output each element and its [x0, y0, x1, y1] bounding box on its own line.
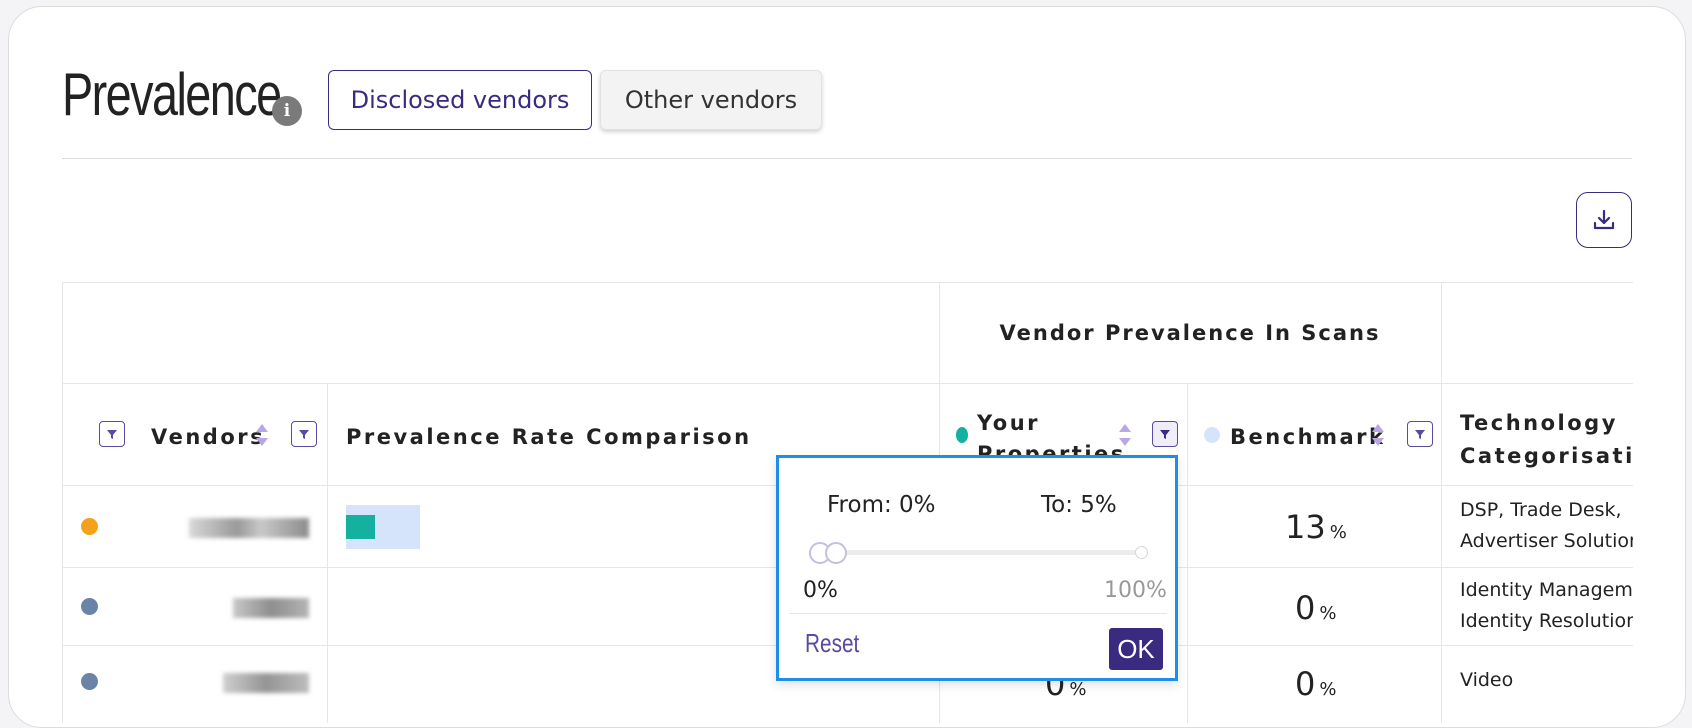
vendor-name[interactable] — [223, 673, 309, 693]
header-divider — [62, 158, 1632, 159]
sort-icon[interactable] — [1118, 422, 1132, 448]
vendor-select-filter-button[interactable] — [99, 421, 125, 447]
benchmark-value: 0% — [1295, 589, 1337, 627]
your-properties-filter-button[interactable] — [1152, 421, 1178, 447]
group-header-vendor-prevalence: Vendor Prevalence In Scans — [999, 321, 1381, 345]
sort-icon[interactable] — [255, 422, 269, 448]
benchmark-filter-button[interactable] — [1407, 421, 1433, 447]
technology-category: Identity Manageme Identity Resolution — [1460, 579, 1633, 632]
table-divider — [63, 383, 1633, 384]
filter-icon — [1160, 430, 1170, 439]
table-divider — [327, 383, 328, 723]
vendor-status-dot — [81, 518, 98, 535]
table-divider — [1187, 383, 1188, 723]
vendor-status-dot — [81, 598, 98, 615]
popup-divider — [789, 613, 1167, 614]
vendor-name[interactable] — [189, 518, 309, 538]
column-header-prevalence-rate-comparison: Prevalence Rate Comparison — [346, 425, 752, 449]
download-button[interactable] — [1576, 192, 1632, 248]
range-from-label: From: 0% — [827, 492, 936, 518]
slider-max-label: 100% — [1104, 578, 1167, 603]
ok-button[interactable]: OK — [1109, 628, 1163, 670]
tab-disclosed-vendors[interactable]: Disclosed vendors — [328, 70, 592, 130]
range-to-label: To: 5% — [1041, 492, 1117, 518]
download-icon — [1593, 209, 1615, 230]
reset-button[interactable]: Reset — [805, 628, 860, 658]
column-header-vendors[interactable]: Vendors — [151, 425, 266, 449]
column-header-technology-categorisation: Technology Categorisation — [1460, 411, 1633, 468]
filter-icon — [107, 430, 117, 439]
info-icon[interactable]: i — [272, 96, 302, 126]
vendor-status-dot — [81, 673, 98, 690]
range-filter-popup: From: 0% To: 5% 0% 100% Reset OK — [776, 455, 1178, 681]
your-properties-legend-dot — [956, 427, 968, 443]
your-properties-bar — [346, 515, 375, 539]
page-title: Prevalence — [62, 61, 282, 128]
table-divider — [1441, 283, 1442, 723]
sort-icon[interactable] — [1371, 422, 1385, 448]
filter-icon — [299, 430, 309, 439]
vendor-name[interactable] — [233, 598, 309, 618]
range-slider-end-marker — [1135, 546, 1148, 559]
benchmark-value: 0% — [1295, 665, 1337, 703]
technology-category: DSP, Trade Desk, Advertiser Solution — [1460, 499, 1633, 552]
vendors-filter-button[interactable] — [291, 421, 317, 447]
tab-other-vendors[interactable]: Other vendors — [600, 70, 822, 130]
technology-category: Video — [1460, 669, 1514, 691]
filter-icon — [1415, 430, 1425, 439]
benchmark-legend-dot — [1204, 427, 1220, 443]
column-header-benchmark[interactable]: Benchmark — [1230, 425, 1386, 449]
range-slider-max-handle[interactable] — [825, 542, 847, 564]
slider-min-label: 0% — [803, 578, 838, 603]
range-slider-track[interactable] — [819, 550, 1139, 555]
benchmark-value: 13% — [1285, 508, 1347, 546]
